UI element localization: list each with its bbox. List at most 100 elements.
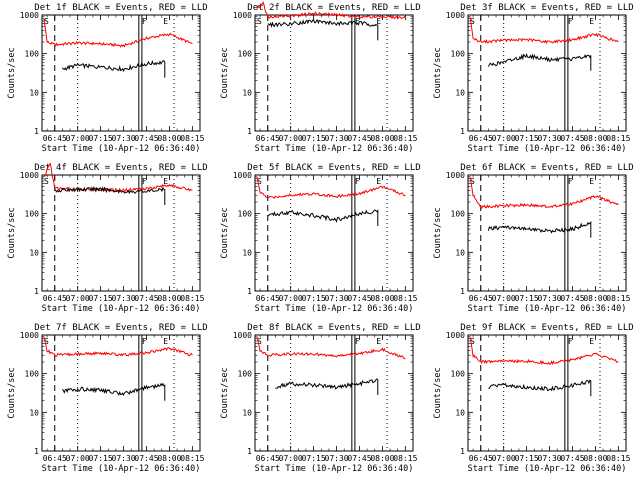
y-tick-label: 1 xyxy=(247,287,252,296)
x-tick-label: 08:00 xyxy=(370,454,394,463)
plot-frame xyxy=(467,174,627,292)
lld-series-line xyxy=(43,336,193,357)
panel-title: Det 7f BLACK = Events, RED = LLD xyxy=(34,323,207,333)
x-tick-label: 07:45 xyxy=(560,294,584,303)
y-tick-label: 1 xyxy=(34,127,39,136)
x-tick-label: 07:45 xyxy=(560,454,584,463)
events-series-line xyxy=(275,378,379,395)
x-tick-label: 08:00 xyxy=(157,134,181,143)
y-tick-label: 100 xyxy=(451,50,466,59)
y-tick-label: 1 xyxy=(34,447,39,456)
x-tick-label: 07:00 xyxy=(279,294,303,303)
events-series-line xyxy=(487,53,592,71)
lld-series-line xyxy=(256,336,406,360)
marker-e-label: E xyxy=(376,337,381,346)
y-tick-label: 10 xyxy=(242,248,252,257)
y-tick-label: 10 xyxy=(455,408,465,417)
y-axis-label: Counts/sec xyxy=(220,47,230,98)
panel-title: Det 8f BLACK = Events, RED = LLD xyxy=(247,323,420,333)
x-axis-label: Start Time (10-Apr-12 06:36:40) xyxy=(468,464,627,474)
events-series-line xyxy=(487,220,592,238)
y-tick-label: 1000 xyxy=(20,171,39,180)
plot-frame xyxy=(254,334,414,452)
y-tick-label: 100 xyxy=(25,210,40,219)
x-tick-label: 07:45 xyxy=(347,134,371,143)
x-tick-label: 07:15 xyxy=(89,134,113,143)
x-tick-label: 07:30 xyxy=(112,134,136,143)
plot-frame xyxy=(467,14,627,132)
marker-f-label: F xyxy=(568,337,573,346)
y-axis-label: Counts/sec xyxy=(7,367,17,418)
y-tick-label: 1000 xyxy=(20,331,39,340)
x-tick-label: 07:15 xyxy=(515,454,539,463)
marker-s-label: S xyxy=(257,337,262,346)
detector-panel: Det 6f BLACK = Events, RED = LLD 1 10 100 10… xyxy=(433,163,634,314)
events-series-line xyxy=(61,59,166,78)
x-tick-label: 06:45 xyxy=(43,134,67,143)
y-tick-label: 1000 xyxy=(20,11,39,20)
x-axis-label: Start Time (10-Apr-12 06:36:40) xyxy=(42,304,201,314)
panel-title: Det 3f BLACK = Events, RED = LLD xyxy=(460,3,633,13)
detector-panel: Det 5f BLACK = Events, RED = LLD 1 10 100 10… xyxy=(220,163,421,314)
x-tick-label: 08:00 xyxy=(370,294,394,303)
y-axis-label: Counts/sec xyxy=(7,47,17,98)
marker-s-label: S xyxy=(257,177,262,186)
events-series-line xyxy=(267,209,379,226)
marker-f-label: F xyxy=(355,177,360,186)
x-tick-label: 07:00 xyxy=(66,294,90,303)
y-tick-label: 1000 xyxy=(446,171,465,180)
marker-f-label: F xyxy=(355,337,360,346)
x-tick-label: 06:45 xyxy=(256,454,280,463)
marker-e-label: E xyxy=(163,177,168,186)
panel-title: Det 1f BLACK = Events, RED = LLD xyxy=(34,3,207,13)
lld-series-line xyxy=(256,1,406,20)
y-tick-label: 10 xyxy=(242,408,252,417)
x-tick-label: 07:15 xyxy=(302,454,326,463)
x-tick-label: 07:30 xyxy=(538,134,562,143)
lld-series-line xyxy=(469,336,619,366)
marker-s-label: S xyxy=(470,17,475,26)
x-tick-label: 06:45 xyxy=(256,134,280,143)
x-tick-label: 08:15 xyxy=(606,454,630,463)
plot-frame xyxy=(41,334,201,452)
x-tick-label: 07:45 xyxy=(347,454,371,463)
x-tick-label: 08:00 xyxy=(583,454,607,463)
x-tick-label: 08:15 xyxy=(393,134,417,143)
x-tick-label: 06:45 xyxy=(256,294,280,303)
y-tick-label: 100 xyxy=(451,210,466,219)
detector-panel: Det 1f BLACK = Events, RED = LLD 1 10 100 10… xyxy=(7,3,208,154)
marker-s-label: S xyxy=(44,177,49,186)
y-tick-label: 10 xyxy=(455,88,465,97)
plot-frame xyxy=(41,14,201,132)
panel-title: Det 9f BLACK = Events, RED = LLD xyxy=(460,323,633,333)
x-tick-label: 08:15 xyxy=(606,134,630,143)
panel-title: Det 2f BLACK = Events, RED = LLD xyxy=(247,3,420,13)
x-tick-label: 08:15 xyxy=(180,294,204,303)
marker-s-label: S xyxy=(44,17,49,26)
y-axis-label: Counts/sec xyxy=(7,207,17,258)
y-tick-label: 10 xyxy=(29,248,39,257)
detector-panel: Det 7f BLACK = Events, RED = LLD 1 10 100 10… xyxy=(7,323,208,474)
x-tick-label: 08:00 xyxy=(370,134,394,143)
x-tick-label: 06:45 xyxy=(43,294,67,303)
y-tick-label: 1000 xyxy=(446,331,465,340)
panel-title: Det 4f BLACK = Events, RED = LLD xyxy=(34,163,207,173)
marker-f-label: F xyxy=(142,17,147,26)
plot-frame xyxy=(41,174,201,292)
marker-e-label: E xyxy=(589,17,594,26)
x-tick-label: 07:00 xyxy=(66,134,90,143)
marker-f-label: F xyxy=(142,337,147,346)
y-tick-label: 100 xyxy=(238,50,253,59)
lld-series-line xyxy=(43,18,193,48)
y-tick-label: 1000 xyxy=(233,11,252,20)
marker-e-label: E xyxy=(163,17,168,26)
x-axis-label: Start Time (10-Apr-12 06:36:40) xyxy=(468,304,627,314)
lld-series-line xyxy=(256,176,406,199)
y-tick-label: 10 xyxy=(455,248,465,257)
x-tick-label: 07:45 xyxy=(134,454,158,463)
x-tick-label: 07:00 xyxy=(492,454,516,463)
x-tick-label: 07:00 xyxy=(279,134,303,143)
panel-title: Det 5f BLACK = Events, RED = LLD xyxy=(247,163,420,173)
x-tick-label: 07:45 xyxy=(560,134,584,143)
marker-e-label: E xyxy=(163,337,168,346)
